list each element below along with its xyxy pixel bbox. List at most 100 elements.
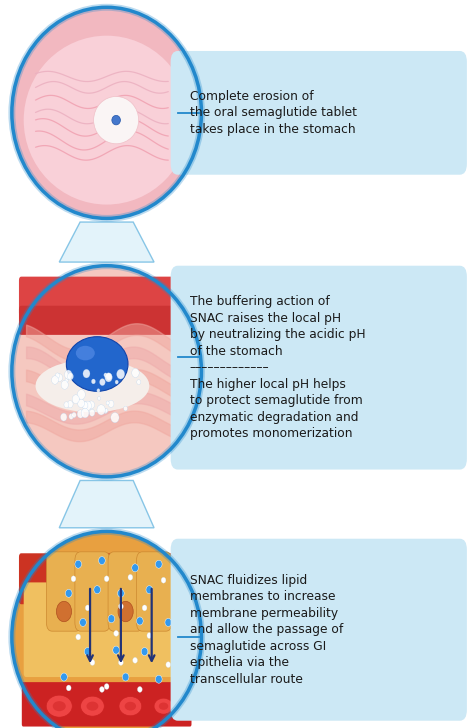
Ellipse shape	[24, 36, 190, 205]
Ellipse shape	[147, 633, 152, 638]
Ellipse shape	[61, 673, 67, 681]
Ellipse shape	[61, 414, 67, 421]
Ellipse shape	[114, 630, 118, 636]
Text: Complete erosion of
the oral semaglutide tablet
takes place in the stomach: Complete erosion of the oral semaglutide…	[190, 90, 356, 136]
Ellipse shape	[88, 401, 94, 408]
Ellipse shape	[100, 687, 104, 692]
Ellipse shape	[117, 369, 125, 379]
Ellipse shape	[98, 397, 100, 400]
FancyBboxPatch shape	[121, 120, 160, 125]
FancyBboxPatch shape	[75, 552, 110, 631]
FancyBboxPatch shape	[116, 94, 155, 99]
Ellipse shape	[76, 634, 81, 640]
Ellipse shape	[77, 389, 85, 400]
Ellipse shape	[81, 408, 89, 418]
Ellipse shape	[85, 605, 90, 611]
Ellipse shape	[100, 379, 105, 386]
FancyBboxPatch shape	[171, 539, 467, 721]
Ellipse shape	[56, 601, 72, 622]
Ellipse shape	[97, 405, 105, 415]
Ellipse shape	[165, 619, 172, 626]
Ellipse shape	[122, 673, 129, 681]
Ellipse shape	[154, 698, 173, 714]
Ellipse shape	[81, 696, 104, 716]
FancyBboxPatch shape	[19, 277, 194, 317]
Ellipse shape	[108, 614, 115, 622]
Ellipse shape	[115, 380, 118, 384]
Ellipse shape	[104, 576, 109, 582]
Ellipse shape	[61, 381, 68, 389]
Ellipse shape	[71, 576, 76, 582]
Ellipse shape	[155, 561, 162, 568]
Ellipse shape	[128, 574, 133, 580]
Ellipse shape	[67, 373, 73, 380]
Ellipse shape	[106, 373, 112, 380]
FancyBboxPatch shape	[171, 266, 467, 470]
FancyBboxPatch shape	[137, 552, 172, 631]
Ellipse shape	[105, 408, 108, 413]
Ellipse shape	[76, 346, 95, 360]
Ellipse shape	[132, 563, 138, 572]
Text: SNAC fluidizes lipid
membranes to increase
membrane permeability
and allow the p: SNAC fluidizes lipid membranes to increa…	[190, 574, 343, 686]
FancyBboxPatch shape	[24, 582, 190, 677]
Ellipse shape	[86, 702, 99, 711]
FancyBboxPatch shape	[46, 552, 82, 631]
Ellipse shape	[118, 604, 123, 609]
Ellipse shape	[46, 695, 72, 717]
Ellipse shape	[119, 697, 142, 716]
Ellipse shape	[36, 360, 149, 412]
Ellipse shape	[78, 399, 84, 408]
Ellipse shape	[80, 619, 86, 626]
Ellipse shape	[93, 96, 138, 143]
Ellipse shape	[75, 561, 82, 568]
FancyBboxPatch shape	[122, 129, 161, 134]
Ellipse shape	[12, 531, 201, 728]
Ellipse shape	[142, 605, 147, 611]
Ellipse shape	[159, 703, 168, 710]
Ellipse shape	[108, 400, 114, 408]
Ellipse shape	[84, 401, 91, 411]
Ellipse shape	[82, 402, 88, 409]
Ellipse shape	[141, 648, 148, 656]
Ellipse shape	[118, 590, 124, 597]
FancyBboxPatch shape	[171, 51, 467, 175]
Ellipse shape	[91, 379, 95, 384]
Ellipse shape	[155, 676, 162, 683]
FancyBboxPatch shape	[124, 138, 163, 143]
Ellipse shape	[64, 370, 72, 379]
Ellipse shape	[133, 657, 137, 663]
Ellipse shape	[118, 660, 123, 665]
Ellipse shape	[53, 701, 66, 711]
Ellipse shape	[66, 685, 71, 691]
Ellipse shape	[72, 395, 79, 403]
Ellipse shape	[105, 373, 112, 382]
Ellipse shape	[77, 410, 84, 418]
Ellipse shape	[67, 400, 73, 408]
Ellipse shape	[146, 585, 153, 594]
Ellipse shape	[161, 577, 166, 583]
Ellipse shape	[97, 389, 100, 392]
FancyBboxPatch shape	[119, 111, 158, 116]
Ellipse shape	[137, 379, 141, 384]
Ellipse shape	[12, 7, 201, 218]
FancyBboxPatch shape	[108, 552, 143, 631]
FancyBboxPatch shape	[22, 682, 191, 727]
Ellipse shape	[132, 368, 139, 378]
Ellipse shape	[12, 266, 201, 477]
Ellipse shape	[106, 401, 109, 405]
Ellipse shape	[113, 646, 119, 654]
Ellipse shape	[111, 413, 119, 423]
FancyBboxPatch shape	[126, 146, 165, 151]
Ellipse shape	[40, 47, 135, 121]
Text: The buffering action of
SNAC raises the local pH
by neutralizing the acidic pH
o: The buffering action of SNAC raises the …	[190, 295, 365, 440]
Ellipse shape	[94, 585, 100, 594]
Ellipse shape	[104, 373, 107, 377]
Ellipse shape	[124, 406, 128, 411]
Ellipse shape	[65, 379, 68, 383]
Ellipse shape	[166, 662, 171, 668]
Ellipse shape	[72, 412, 76, 418]
Ellipse shape	[99, 556, 105, 565]
Ellipse shape	[66, 336, 128, 392]
Ellipse shape	[137, 687, 142, 692]
FancyBboxPatch shape	[19, 553, 194, 604]
